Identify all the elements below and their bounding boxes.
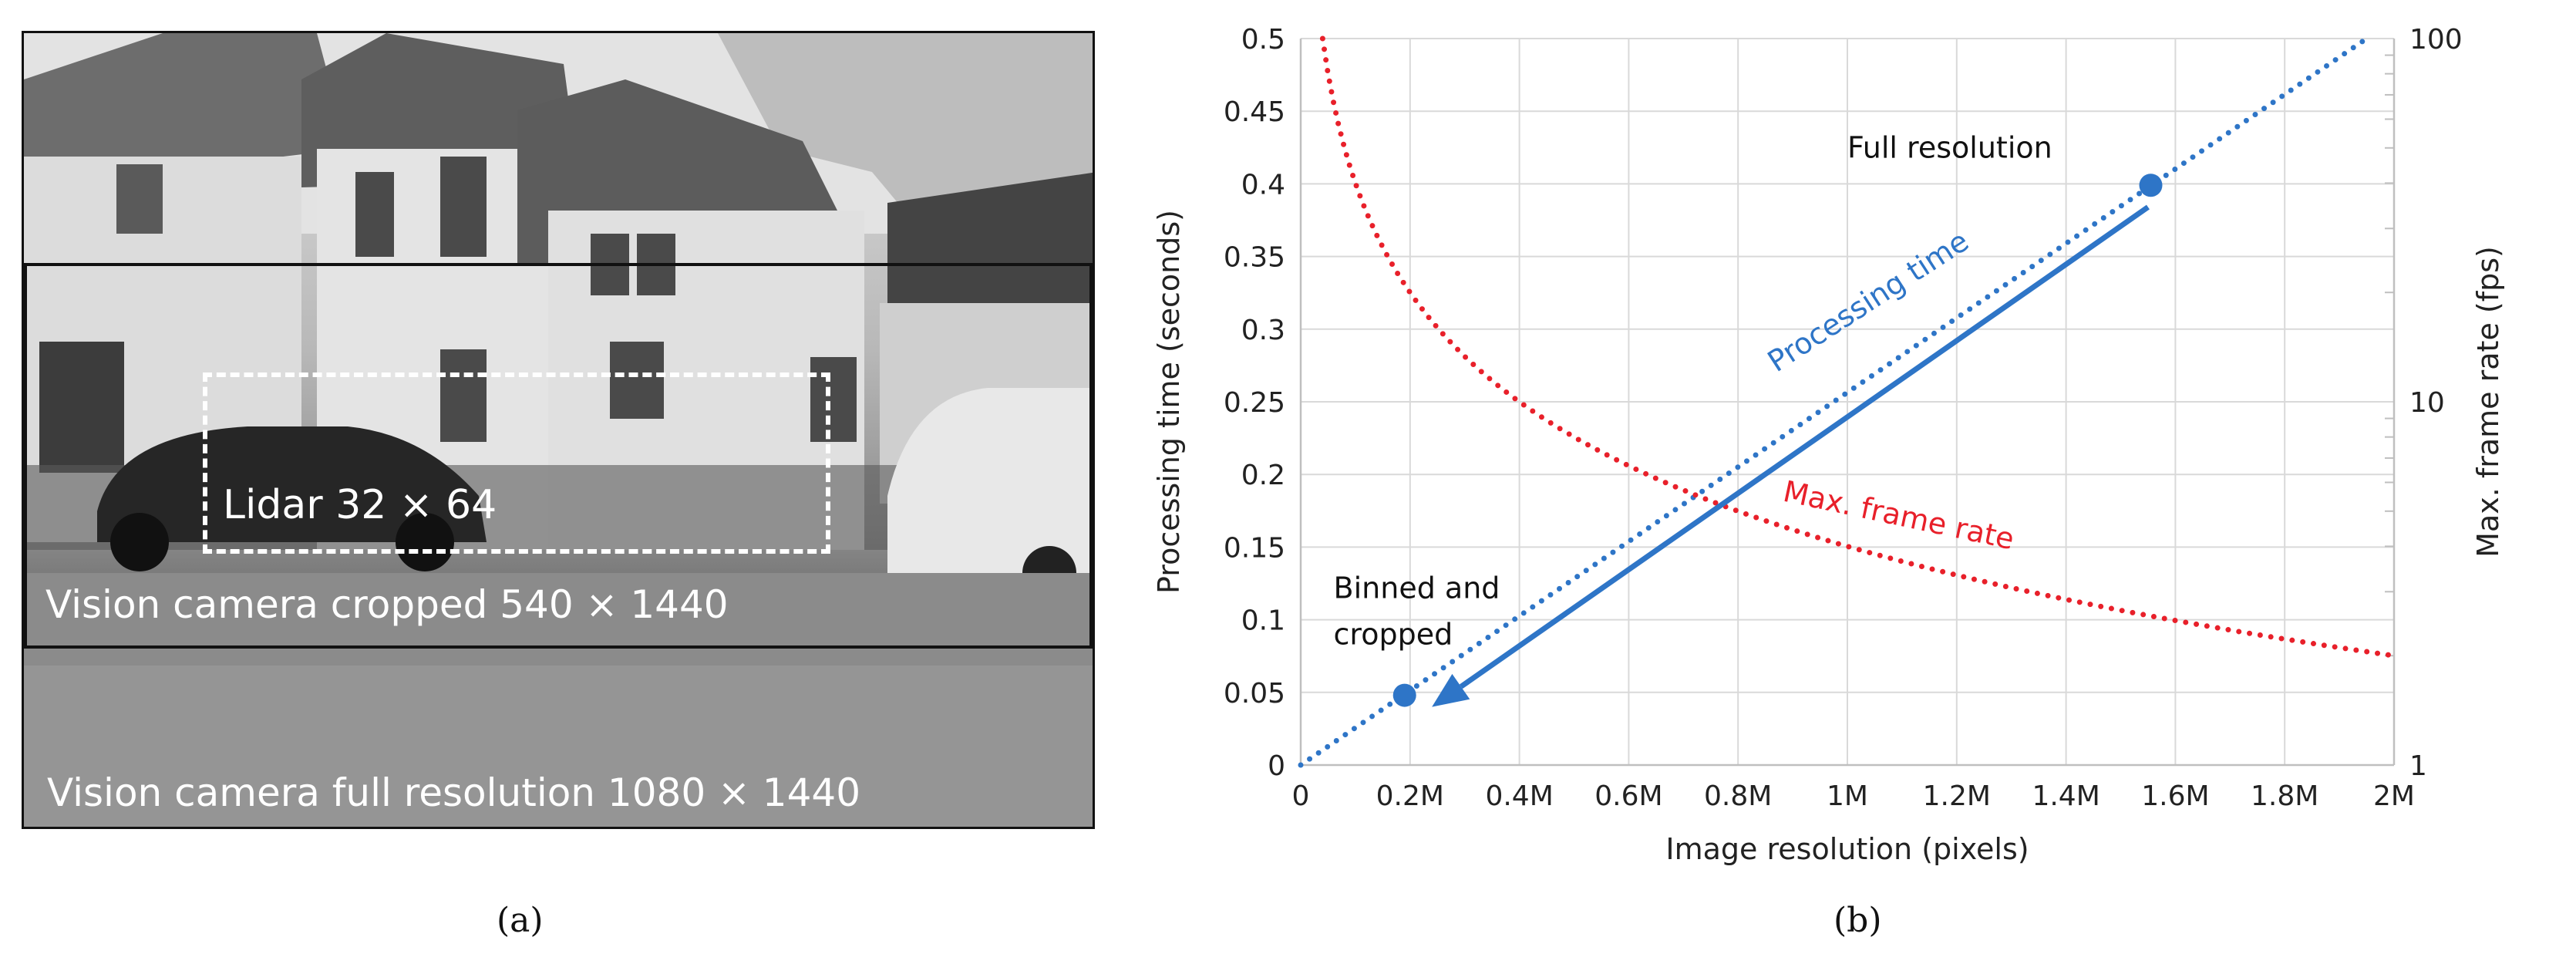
processing-arrow-head [1432, 673, 1470, 707]
processing-arrow-shaft [1459, 204, 2150, 689]
x-tick-label: 1.8M [2251, 780, 2318, 812]
y2-tick-label: 100 [2409, 24, 2463, 56]
chart-axes [1299, 39, 2396, 767]
chart-series [1298, 35, 2397, 768]
x-tick-label: 2M [2373, 780, 2415, 812]
x-tick-label: 0.8M [1704, 780, 1772, 812]
y-tick-label: 0.45 [1224, 96, 1285, 128]
max-frame-rate-annotation: Max. frame rate [1780, 474, 2017, 556]
y2-tick-label: 1 [2409, 750, 2427, 782]
processing-time-chart: 0 0.2M 0.4M 0.6M 0.8M 1M 1.2M 1.4M 1.6M 1.8M 2M 00… [1152, 24, 2505, 866]
y2-axis-title: Max. frame rate (fps) [2471, 246, 2505, 558]
max-frame-rate-curve [1319, 35, 2397, 659]
x-tick-label: 0 [1292, 780, 1310, 812]
x-tick-label: 1.2M [1923, 780, 1991, 812]
cropped-label: Vision camera cropped 540 × 1440 [45, 582, 729, 627]
x-axis-title: Image resolution (pixels) [1665, 832, 2029, 866]
caption-b: (b) [1834, 901, 1882, 940]
x-tick-label: 1.6M [2141, 780, 2209, 812]
processing-time-annotation: Processing time [1762, 224, 1975, 379]
binned-annotation-line1: Binned and [1334, 571, 1500, 605]
y-tick-label: 0.1 [1241, 605, 1285, 637]
full-resolution-annotation: Full resolution [1847, 130, 2052, 164]
y-axis-title: Processing time (seconds) [1152, 210, 1186, 594]
y-tick-labels: 0 0.05 0.1 0.15 0.2 0.25 0.3 0.35 0.4 0.45 0.5 [1224, 24, 1285, 782]
y-tick-label: 0.5 [1241, 24, 1285, 56]
street-scene-drawing [24, 33, 1093, 827]
x-tick-label: 0.6M [1594, 780, 1662, 812]
full-resolution-point [2139, 174, 2163, 197]
x-tick-labels: 0 0.2M 0.4M 0.6M 0.8M 1M 1.2M 1.4M 1.6M 1.8M 2M [1292, 780, 2415, 812]
y-tick-label: 0.35 [1224, 242, 1285, 274]
y-tick-label: 0.25 [1224, 387, 1285, 419]
y-tick-label: 0.05 [1224, 678, 1285, 710]
caption-a: (a) [497, 901, 544, 940]
binned-cropped-point [1392, 683, 1416, 707]
x-tick-label: 1.4M [2032, 780, 2100, 812]
x-tick-label: 1M [1827, 780, 1868, 812]
y-tick-label: 0.15 [1224, 532, 1285, 564]
lidar-label: Lidar 32 × 64 [223, 482, 497, 528]
x-tick-label: 0.2M [1376, 780, 1444, 812]
cropped-region-box [24, 263, 1093, 649]
y-tick-label: 0.2 [1241, 460, 1285, 491]
y2-tick-label: 10 [2409, 387, 2445, 419]
y-tick-label: 0.3 [1241, 315, 1285, 346]
y-tick-label: 0.4 [1241, 169, 1285, 201]
processing-time-line [1298, 35, 2370, 768]
y-tick-label: 0 [1268, 750, 1285, 782]
full-resolution-label: Vision camera full resolution 1080 × 144… [47, 770, 861, 815]
chart-marks [1392, 174, 2163, 707]
x-tick-label: 0.4M [1485, 780, 1553, 812]
y2-tick-labels: 1 10 100 [2409, 24, 2463, 782]
lidar-region-box [203, 372, 830, 554]
street-photo: Lidar 32 × 64 Vision camera cropped 540 … [22, 31, 1095, 829]
binned-annotation-line2: cropped [1334, 618, 1453, 652]
